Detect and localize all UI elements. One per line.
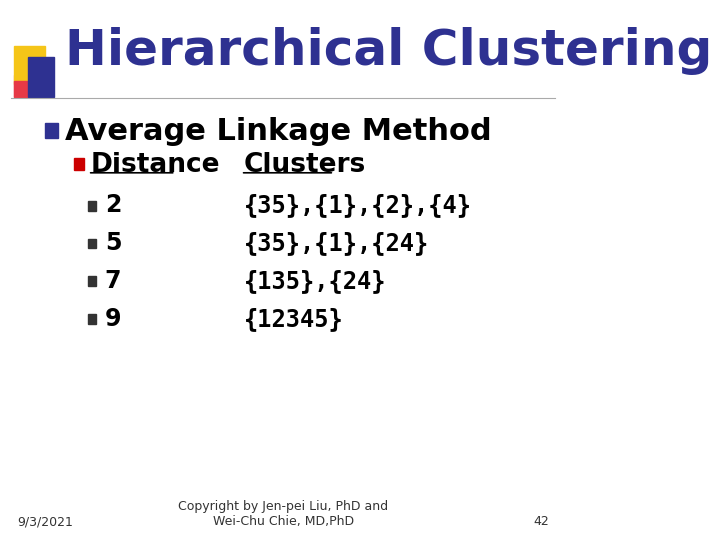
Bar [88,314,96,324]
Bar [28,57,54,97]
Bar [14,75,36,97]
Bar [45,123,58,138]
Bar [88,201,96,211]
Text: {35},{1},{2},{4}: {35},{1},{2},{4} [243,193,472,217]
Text: Average Linkage Method: Average Linkage Method [65,117,492,146]
Text: 2: 2 [105,193,121,217]
Text: Hierarchical Clustering: Hierarchical Clustering [65,26,713,75]
Text: Copyright by Jen-pei Liu, PhD and
Wei-Chu Chie, MD,PhD: Copyright by Jen-pei Liu, PhD and Wei-Ch… [178,500,388,528]
Text: 9/3/2021: 9/3/2021 [17,515,73,528]
Text: {135},{24}: {135},{24} [243,269,386,293]
Text: Clusters: Clusters [243,152,366,178]
Bar [14,81,28,97]
Text: 42: 42 [534,515,549,528]
Bar [14,46,45,84]
Bar [88,276,96,286]
Text: Distance: Distance [91,152,220,178]
Text: 7: 7 [105,269,121,293]
Bar [88,239,96,248]
Text: {35},{1},{24}: {35},{1},{24} [243,231,429,255]
Text: 5: 5 [105,231,121,255]
Text: 9: 9 [105,307,121,330]
Text: {12345}: {12345} [243,307,343,330]
Bar [73,158,84,170]
